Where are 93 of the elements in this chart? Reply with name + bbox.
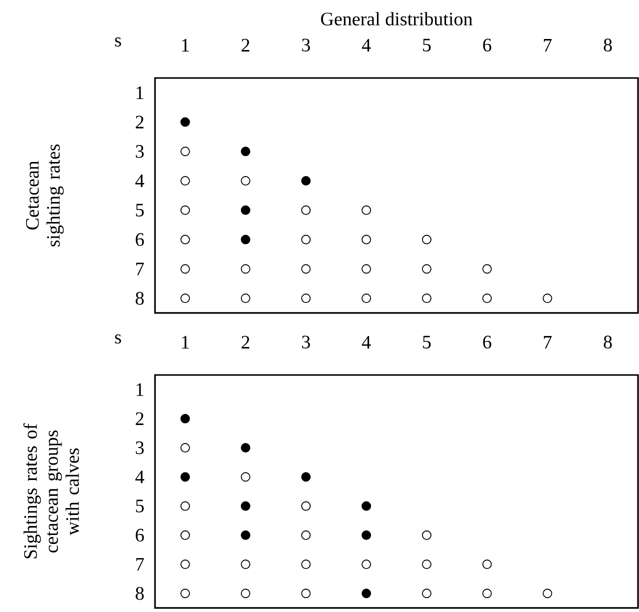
point [422, 294, 432, 304]
y-tick-label: 4 [135, 174, 144, 188]
point [180, 530, 190, 540]
x-tick-label: 8 [604, 336, 612, 348]
point [362, 588, 372, 598]
point [362, 294, 372, 304]
point [362, 501, 372, 511]
point [362, 234, 372, 244]
x-tick-label: 1 [182, 38, 189, 52]
point [301, 530, 311, 540]
y-tick-label: 8 [136, 587, 144, 600]
point [180, 146, 190, 156]
point [422, 264, 432, 274]
y-axis-title: Cetacean sighting rates [26, 144, 64, 246]
point [240, 501, 250, 511]
x-tick-label: 5 [423, 38, 431, 52]
y-tick-label: 3 [136, 441, 144, 454]
x-tick-label: 3 [302, 38, 310, 52]
point [422, 530, 432, 540]
x-tick-label: 2 [242, 336, 250, 348]
y-tick-label: 6 [136, 233, 144, 246]
y-tick-label: 7 [136, 262, 144, 276]
point [301, 264, 311, 274]
point [240, 146, 250, 156]
point [240, 560, 250, 570]
point [422, 560, 432, 570]
point [422, 234, 432, 244]
point [542, 588, 552, 598]
point [240, 530, 250, 540]
x-tick-label: 7 [544, 39, 552, 52]
y-tick-label: 1 [136, 86, 144, 99]
point [301, 588, 311, 598]
point [301, 294, 311, 304]
chart-title: General distribution [321, 12, 472, 26]
y-tick-label: 1 [136, 383, 144, 396]
point [180, 294, 190, 304]
point [362, 530, 372, 540]
point [240, 234, 250, 244]
point [240, 588, 250, 598]
text: s [115, 334, 122, 344]
y-tick-label: 6 [136, 528, 144, 542]
text: s [115, 37, 122, 47]
point [240, 176, 250, 186]
point [482, 560, 492, 570]
x-tick-label: 5 [423, 336, 431, 348]
point [240, 205, 250, 215]
point [301, 234, 311, 244]
point [301, 560, 311, 570]
point [482, 264, 492, 274]
y-tick-label: 2 [136, 412, 144, 425]
point [180, 264, 190, 274]
point [240, 472, 250, 482]
point [180, 176, 190, 186]
x-tick-label: 7 [544, 336, 552, 348]
y-axis-title: Sightings rates of cetacean groups with calves [23, 423, 79, 558]
y-tick-label: 3 [136, 145, 144, 158]
point [301, 176, 311, 186]
x-tick-label: 2 [242, 38, 250, 52]
x-tick-label: 6 [483, 336, 492, 348]
point [180, 560, 190, 570]
point [180, 117, 190, 127]
x-tick-label: 4 [362, 38, 371, 52]
point [240, 294, 250, 304]
point [180, 234, 190, 244]
point [482, 588, 492, 598]
point [301, 472, 311, 482]
x-tick-label: 1 [182, 336, 189, 348]
x-tick-label: 8 [604, 38, 612, 52]
y-tick-label: 7 [136, 558, 144, 571]
point [482, 294, 492, 304]
x-tick-label: 4 [362, 336, 371, 348]
point [362, 264, 372, 274]
point [362, 560, 372, 570]
point [240, 264, 250, 274]
y-tick-label: 5 [136, 204, 144, 216]
point [362, 205, 372, 215]
point [180, 472, 190, 482]
point [180, 501, 190, 511]
point [422, 588, 432, 598]
y-tick-label: 8 [136, 292, 144, 305]
point [180, 414, 190, 424]
y-tick-label: 5 [136, 500, 144, 512]
y-tick-label: 4 [135, 470, 144, 484]
y-tick-label: 2 [136, 116, 144, 128]
point [180, 443, 190, 453]
x-tick-label: 3 [302, 336, 310, 348]
point [301, 501, 311, 511]
point [180, 205, 190, 215]
x-tick-label: 6 [483, 38, 492, 52]
point [301, 205, 311, 215]
point [240, 443, 250, 453]
point [180, 588, 190, 598]
point [542, 294, 552, 304]
